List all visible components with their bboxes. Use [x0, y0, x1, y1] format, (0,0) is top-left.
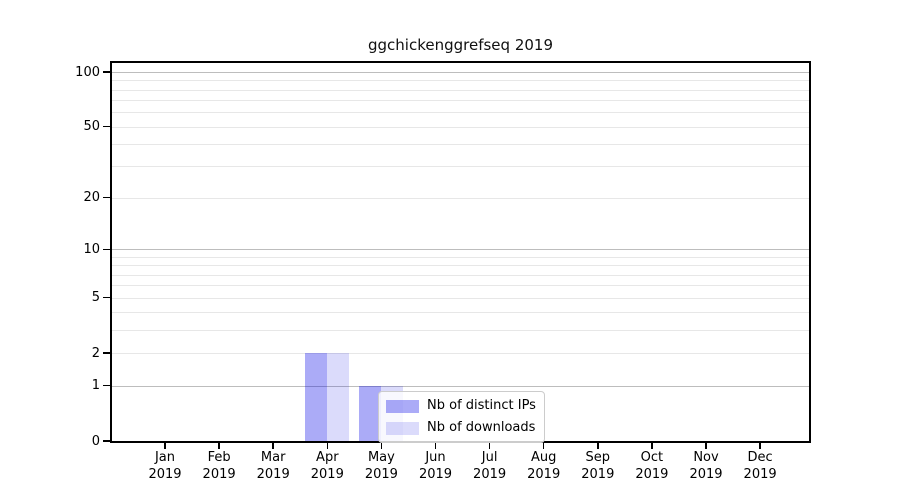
- minor-gridline: [112, 166, 809, 168]
- y-axis-tick-label: 5: [91, 290, 100, 306]
- y-axis-tick-label: 50: [83, 119, 100, 135]
- x-axis-tick-label: Nov 2019: [689, 450, 723, 482]
- minor-gridline: [112, 144, 809, 146]
- y-tick-mark: [103, 248, 110, 251]
- x-axis-tick-label: Dec 2019: [743, 450, 777, 482]
- bar-distinct-ips: [305, 353, 328, 441]
- y-tick-mark: [103, 352, 110, 354]
- minor-gridline: [112, 112, 809, 114]
- x-tick-mark: [380, 443, 383, 449]
- bar-downloads: [327, 353, 350, 441]
- x-tick-mark: [542, 443, 545, 449]
- legend: Nb of distinct IPs Nb of downloads: [378, 391, 545, 443]
- bars-layer: [112, 63, 809, 441]
- major-gridline: [112, 385, 809, 387]
- x-axis-tick-label: Sep 2019: [581, 450, 615, 482]
- minor-gridline: [112, 285, 809, 287]
- minor-gridline: [112, 274, 809, 276]
- chart-title: ggchickenggrefseq 2019: [368, 36, 553, 54]
- x-axis-tick-label: Oct 2019: [635, 450, 669, 482]
- y-axis-tick-label: 100: [75, 64, 100, 80]
- minor-gridline: [112, 89, 809, 91]
- minor-gridline: [112, 297, 809, 299]
- x-axis-tick-label: Mar 2019: [256, 450, 290, 482]
- plot-area: [110, 61, 811, 443]
- minor-gridline: [112, 197, 809, 199]
- x-axis-tick-label: Jul 2019: [473, 450, 507, 482]
- x-tick-mark: [326, 443, 329, 449]
- legend-swatch-downloads: [386, 421, 419, 435]
- legend-entry: Nb of downloads: [386, 421, 536, 435]
- x-tick-mark: [218, 443, 220, 449]
- legend-entry: Nb of distinct IPs: [386, 399, 536, 413]
- gridlines-layer: [112, 63, 809, 441]
- legend-swatch-distinct-ips: [386, 399, 419, 413]
- y-axis-tick-label: 20: [83, 190, 100, 206]
- x-axis-tick-label: May 2019: [364, 450, 398, 482]
- minor-gridline: [112, 80, 809, 82]
- legend-label: Nb of downloads: [427, 420, 536, 435]
- y-tick-mark: [103, 196, 110, 199]
- y-tick-mark: [103, 384, 110, 387]
- minor-gridline: [112, 265, 809, 267]
- x-axis-tick-label: Jan 2019: [148, 450, 182, 482]
- y-tick-mark: [103, 440, 110, 442]
- minor-gridline: [112, 353, 809, 355]
- y-axis-tick-label: 10: [83, 241, 100, 257]
- y-tick-mark: [103, 71, 110, 73]
- minor-gridline: [112, 330, 809, 332]
- x-tick-mark: [164, 443, 166, 449]
- y-tick-mark: [103, 296, 110, 299]
- x-tick-mark: [434, 443, 437, 449]
- x-tick-mark: [651, 443, 653, 449]
- x-axis-tick-label: Jun 2019: [418, 450, 453, 482]
- y-axis-tick-label: 2: [91, 345, 100, 361]
- minor-gridline: [112, 312, 809, 314]
- legend-label: Nb of distinct IPs: [427, 398, 536, 413]
- x-tick-mark: [272, 443, 274, 449]
- x-axis-tick-label: Apr 2019: [310, 450, 344, 482]
- x-tick-mark: [488, 443, 491, 449]
- minor-gridline: [112, 126, 809, 128]
- x-axis-tick-label: Feb 2019: [202, 450, 236, 482]
- y-tick-mark: [103, 125, 110, 128]
- x-tick-mark: [705, 443, 707, 449]
- x-tick-mark: [759, 443, 761, 449]
- y-axis-tick-label: 1: [91, 378, 100, 394]
- bar-distinct-ips: [359, 385, 382, 441]
- minor-gridline: [112, 256, 809, 258]
- x-tick-mark: [597, 443, 599, 449]
- minor-gridline: [112, 100, 809, 102]
- y-axis-tick-label: 0: [91, 433, 100, 449]
- major-gridline: [112, 249, 809, 251]
- x-axis-tick-label: Aug 2019: [527, 450, 561, 482]
- major-gridline: [112, 72, 809, 73]
